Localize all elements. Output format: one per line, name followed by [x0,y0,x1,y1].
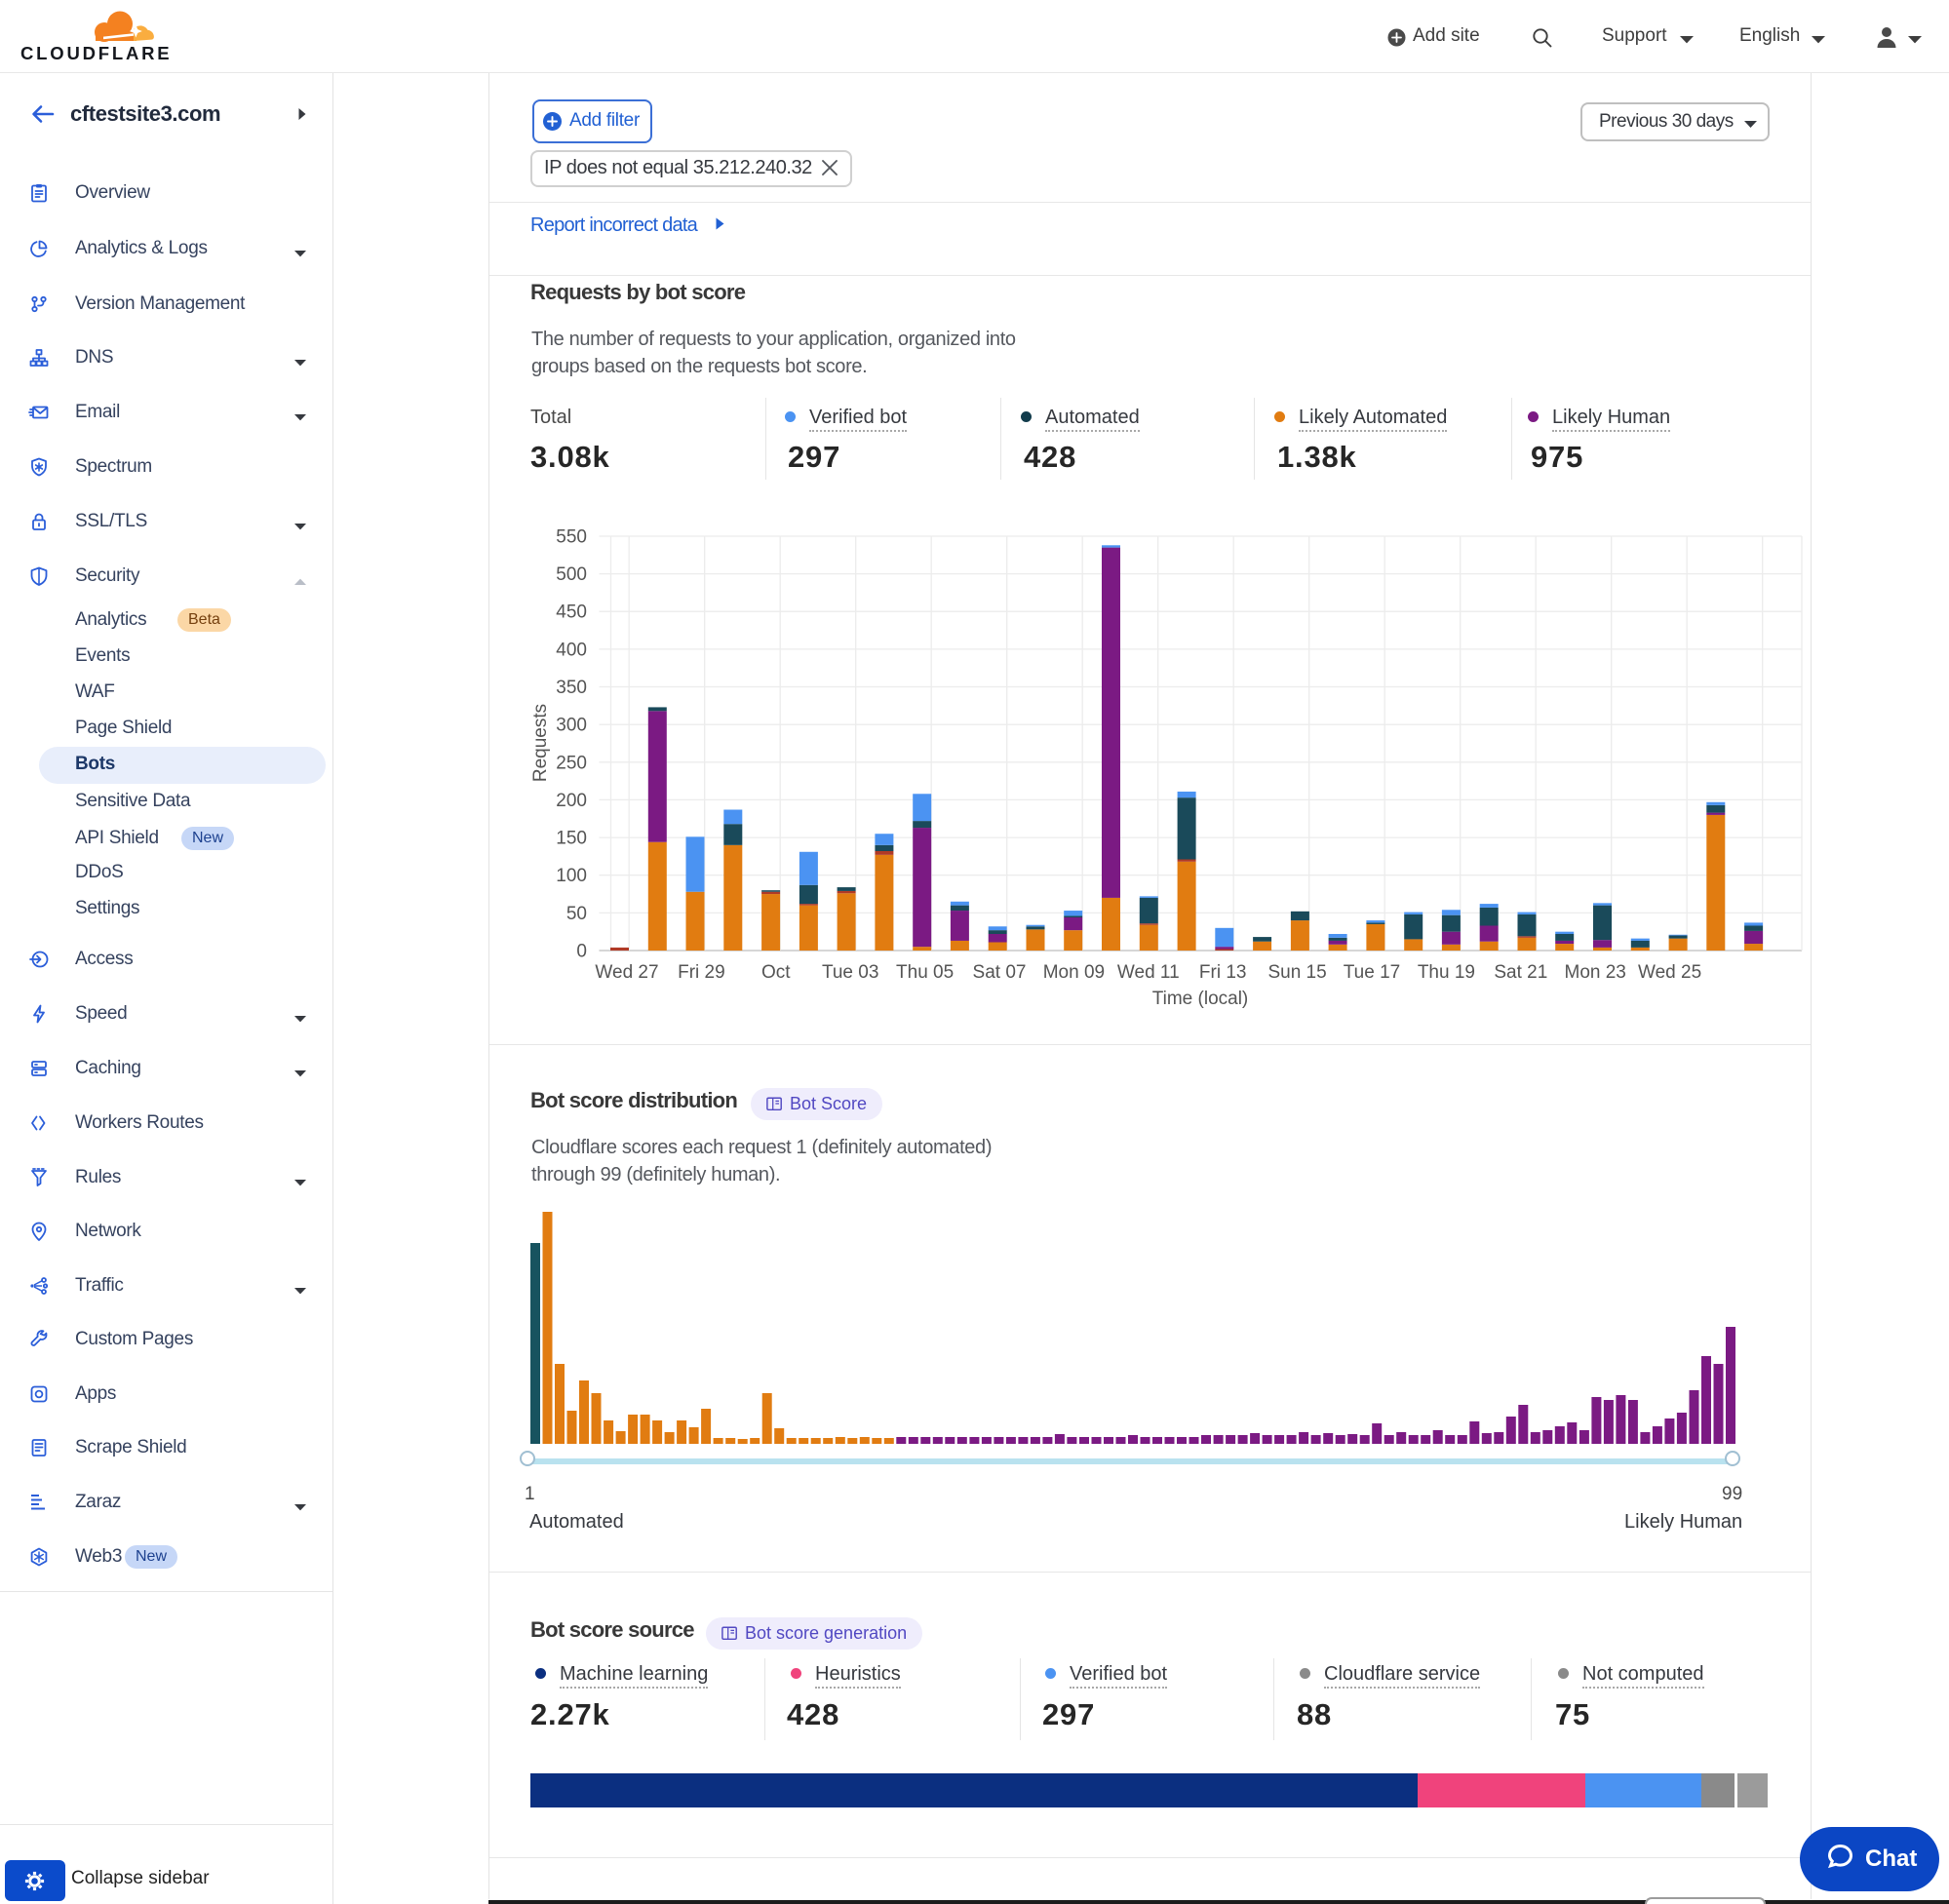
svg-text:450: 450 [556,602,587,623]
svg-text:200: 200 [556,791,587,811]
svg-text:Wed 25: Wed 25 [1638,962,1701,983]
svg-text:350: 350 [556,678,587,698]
svg-text:500: 500 [556,564,587,585]
svg-text:0: 0 [576,942,587,962]
svg-text:550: 550 [556,527,587,548]
svg-text:400: 400 [556,640,587,660]
svg-text:300: 300 [556,716,587,736]
svg-text:250: 250 [556,753,587,773]
svg-text:Tue 17: Tue 17 [1344,962,1400,983]
svg-text:Wed 27: Wed 27 [595,962,658,983]
svg-text:Requests: Requests [530,704,551,782]
svg-text:Wed 11: Wed 11 [1117,962,1180,983]
svg-text:Sun 15: Sun 15 [1267,962,1326,983]
svg-text:100: 100 [556,866,587,886]
svg-text:Sat 07: Sat 07 [973,962,1027,983]
svg-text:Thu 05: Thu 05 [896,962,954,983]
svg-text:150: 150 [556,829,587,849]
svg-text:Oct: Oct [761,962,791,983]
svg-text:Mon 09: Mon 09 [1043,962,1105,983]
svg-text:Sat 21: Sat 21 [1494,962,1547,983]
svg-text:Mon 23: Mon 23 [1565,962,1626,983]
svg-text:Thu 19: Thu 19 [1418,962,1475,983]
svg-text:Fri 29: Fri 29 [678,962,725,983]
svg-text:Tue 03: Tue 03 [822,962,878,983]
svg-text:Time (local): Time (local) [1152,989,1249,1009]
svg-text:Fri 13: Fri 13 [1199,962,1247,983]
svg-text:50: 50 [566,904,587,924]
